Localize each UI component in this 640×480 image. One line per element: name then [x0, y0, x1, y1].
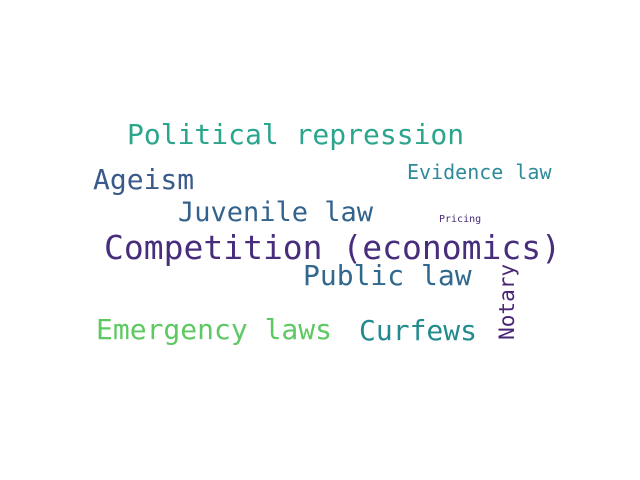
word-public-law: Public law — [303, 259, 472, 292]
word-curfews: Curfews — [359, 314, 478, 347]
word-political-repression: Political repression — [127, 118, 465, 151]
word-competition-economics: Competition (economics) — [104, 228, 561, 267]
word-ageism: Ageism — [93, 163, 195, 196]
word-pricing: Pricing — [439, 214, 482, 225]
word-evidence-law: Evidence law — [407, 160, 552, 184]
word-emergency-laws: Emergency laws — [96, 313, 333, 346]
word-juvenile-law: Juvenile law — [178, 197, 374, 228]
word-notary: Notary — [495, 264, 519, 340]
